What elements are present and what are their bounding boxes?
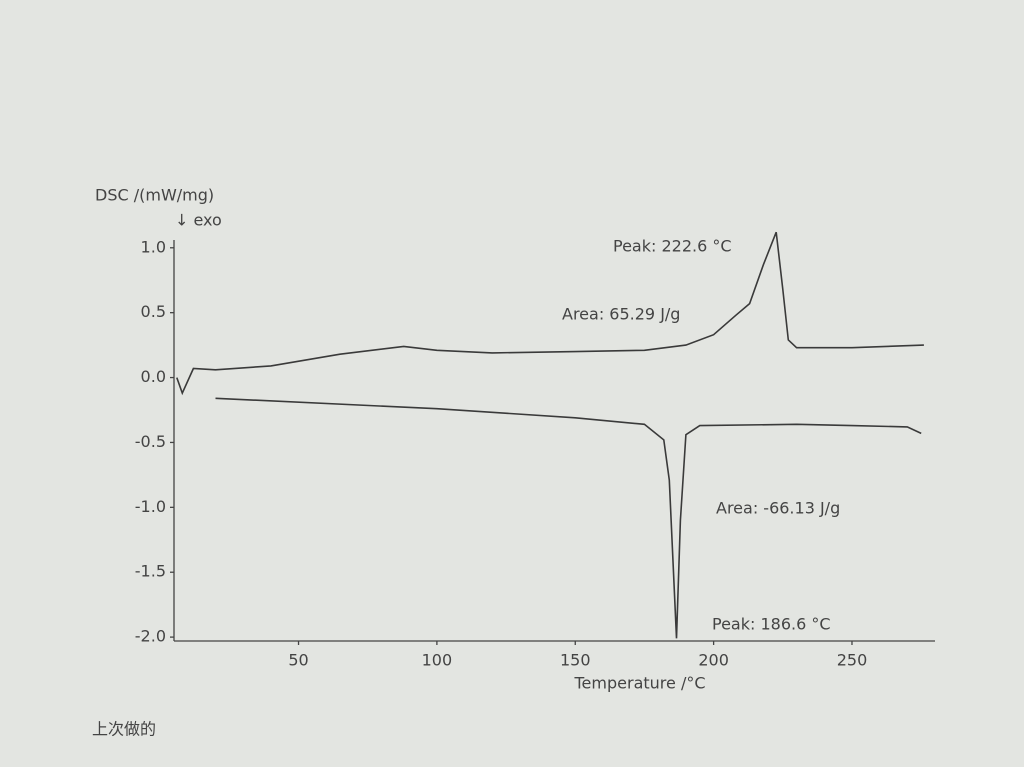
- footer-note: 上次做的: [92, 720, 156, 739]
- x-tick-label: 100: [422, 651, 453, 670]
- x-tick-label: 250: [837, 651, 868, 670]
- x-tick-label: 150: [560, 651, 591, 670]
- y-tick-label: 1.0: [141, 237, 166, 256]
- annotation: Area: 65.29 J/g: [562, 305, 680, 324]
- annotation: Area: -66.13 J/g: [716, 499, 840, 518]
- dsc-curve: [176, 231, 924, 396]
- dsc-curve: [215, 397, 922, 639]
- y-tick-label: -1.5: [135, 562, 166, 581]
- annotation: Peak: 222.6 °C: [613, 237, 732, 256]
- x-tick-label: 50: [288, 651, 308, 670]
- y-tick-label: 0.5: [141, 302, 166, 321]
- annotation: Peak: 186.6 °C: [712, 615, 831, 634]
- y-axis-note: ↓ exo: [175, 211, 222, 230]
- y-tick-label: -2.0: [135, 627, 166, 646]
- y-tick-label: -0.5: [135, 432, 166, 451]
- y-tick-label: -1.0: [135, 497, 166, 516]
- y-tick-label: 0.0: [141, 367, 166, 386]
- x-tick-label: 200: [698, 651, 729, 670]
- y-axis-label: DSC /(mW/mg): [95, 186, 214, 205]
- x-axis-label: Temperature /°C: [574, 674, 706, 693]
